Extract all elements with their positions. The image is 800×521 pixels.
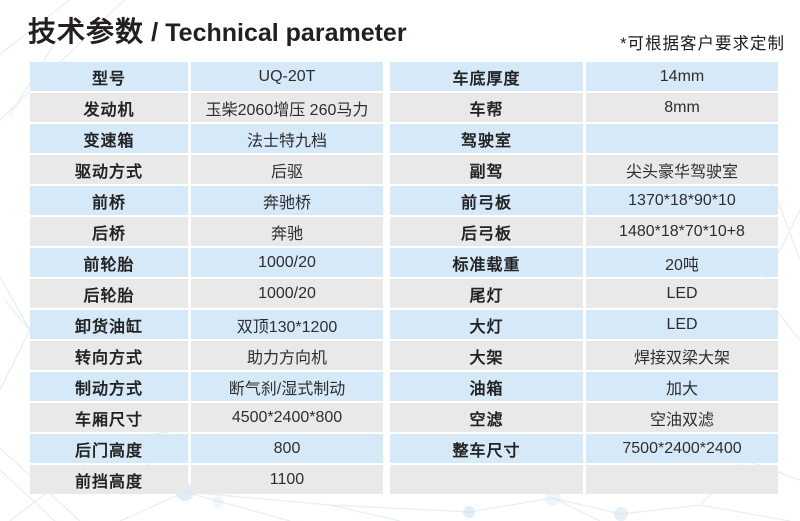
param-value: 8mm [586, 93, 778, 122]
param-label: 前桥 [30, 186, 188, 215]
table-row: 后轮胎 1000/20 [30, 279, 383, 308]
param-label: 车底厚度 [390, 62, 583, 91]
param-label: 尾灯 [390, 279, 583, 308]
table-row: 前桥 奔驰桥 [30, 186, 383, 215]
param-value [586, 124, 778, 153]
param-label: 油箱 [390, 372, 583, 401]
table-row: 大架 焊接双梁大架 [390, 341, 778, 370]
page-title-separator: / [151, 17, 159, 47]
param-value: 800 [191, 434, 383, 463]
param-label: 发动机 [30, 93, 188, 122]
param-value: 助力方向机 [191, 341, 383, 370]
param-value: 空油双滤 [586, 403, 778, 432]
table-row: 转向方式 助力方向机 [30, 341, 383, 370]
param-label: 卸货油缸 [30, 310, 188, 339]
table-row: 型号 UQ-20T [30, 62, 383, 91]
param-label: 后门高度 [30, 434, 188, 463]
param-label: 车帮 [390, 93, 583, 122]
param-value: 1370*18*90*10 [586, 186, 778, 215]
param-label: 型号 [30, 62, 188, 91]
page-title-english: Technical parameter [165, 19, 407, 47]
param-value: LED [586, 310, 778, 339]
spec-table-right: 车底厚度 14mm 车帮 8mm 驾驶室 副驾 尖头豪华驾驶室 前弓板 1370*18*90*1… [390, 62, 778, 496]
param-label: 制动方式 [30, 372, 188, 401]
param-label: 标准载重 [390, 248, 583, 277]
param-value: UQ-20T [191, 62, 383, 91]
param-label: 车厢尺寸 [30, 403, 188, 432]
param-label: 空滤 [390, 403, 583, 432]
table-row: 油箱 加大 [390, 372, 778, 401]
param-label: 整车尺寸 [390, 434, 583, 463]
table-row: 车底厚度 14mm [390, 62, 778, 91]
param-value: 奔驰 [191, 217, 383, 246]
param-value: 法士特九档 [191, 124, 383, 153]
table-row: 尾灯 LED [390, 279, 778, 308]
param-label: 转向方式 [30, 341, 188, 370]
param-label: 前弓板 [390, 186, 583, 215]
table-row: 前挡高度 1100 [30, 465, 383, 494]
table-row [390, 465, 778, 494]
param-value: 1480*18*70*10+8 [586, 217, 778, 246]
param-value: 尖头豪华驾驶室 [586, 155, 778, 184]
param-value: 后驱 [191, 155, 383, 184]
table-row: 车帮 8mm [390, 93, 778, 122]
page-title: 技术参数 / Technical parameter [28, 12, 407, 52]
table-row: 副驾 尖头豪华驾驶室 [390, 155, 778, 184]
table-row: 后门高度 800 [30, 434, 383, 463]
param-label: 前轮胎 [30, 248, 188, 277]
table-row: 卸货油缸 双顶130*1200 [30, 310, 383, 339]
param-value: 断气刹/湿式制动 [191, 372, 383, 401]
param-value: 奔驰桥 [191, 186, 383, 215]
param-label: 驱动方式 [30, 155, 188, 184]
param-value: LED [586, 279, 778, 308]
table-row: 前轮胎 1000/20 [30, 248, 383, 277]
table-row: 后桥 奔驰 [30, 217, 383, 246]
param-label [390, 465, 583, 494]
param-label: 副驾 [390, 155, 583, 184]
param-label: 前挡高度 [30, 465, 188, 494]
param-value: 焊接双梁大架 [586, 341, 778, 370]
param-value: 4500*2400*800 [191, 403, 383, 432]
customization-note: *可根据客户要求定制 [620, 35, 785, 53]
param-value: 玉柴2060增压 260马力 [191, 93, 383, 122]
param-value: 20吨 [586, 248, 778, 277]
param-value: 1100 [191, 465, 383, 494]
param-label: 大架 [390, 341, 583, 370]
table-row: 空滤 空油双滤 [390, 403, 778, 432]
param-label: 后弓板 [390, 217, 583, 246]
table-row: 后弓板 1480*18*70*10+8 [390, 217, 778, 246]
table-row: 整车尺寸 7500*2400*2400 [390, 434, 778, 463]
table-row: 发动机 玉柴2060增压 260马力 [30, 93, 383, 122]
table-row: 驾驶室 [390, 124, 778, 153]
table-row: 大灯 LED [390, 310, 778, 339]
table-row: 车厢尺寸 4500*2400*800 [30, 403, 383, 432]
table-row: 制动方式 断气刹/湿式制动 [30, 372, 383, 401]
param-value: 1000/20 [191, 279, 383, 308]
table-row: 变速箱 法士特九档 [30, 124, 383, 153]
param-value: 1000/20 [191, 248, 383, 277]
table-row: 标准载重 20吨 [390, 248, 778, 277]
page-title-chinese: 技术参数 [28, 16, 145, 47]
param-label: 驾驶室 [390, 124, 583, 153]
table-row: 驱动方式 后驱 [30, 155, 383, 184]
param-label: 变速箱 [30, 124, 188, 153]
param-value [586, 465, 778, 494]
param-value: 双顶130*1200 [191, 310, 383, 339]
table-row: 前弓板 1370*18*90*10 [390, 186, 778, 215]
spec-table-left: 型号 UQ-20T 发动机 玉柴2060增压 260马力 变速箱 法士特九档 驱动方式 后驱前… [30, 62, 383, 496]
param-value: 加大 [586, 372, 778, 401]
param-value: 14mm [586, 62, 778, 91]
param-label: 后轮胎 [30, 279, 188, 308]
param-label: 后桥 [30, 217, 188, 246]
param-value: 7500*2400*2400 [586, 434, 778, 463]
param-label: 大灯 [390, 310, 583, 339]
